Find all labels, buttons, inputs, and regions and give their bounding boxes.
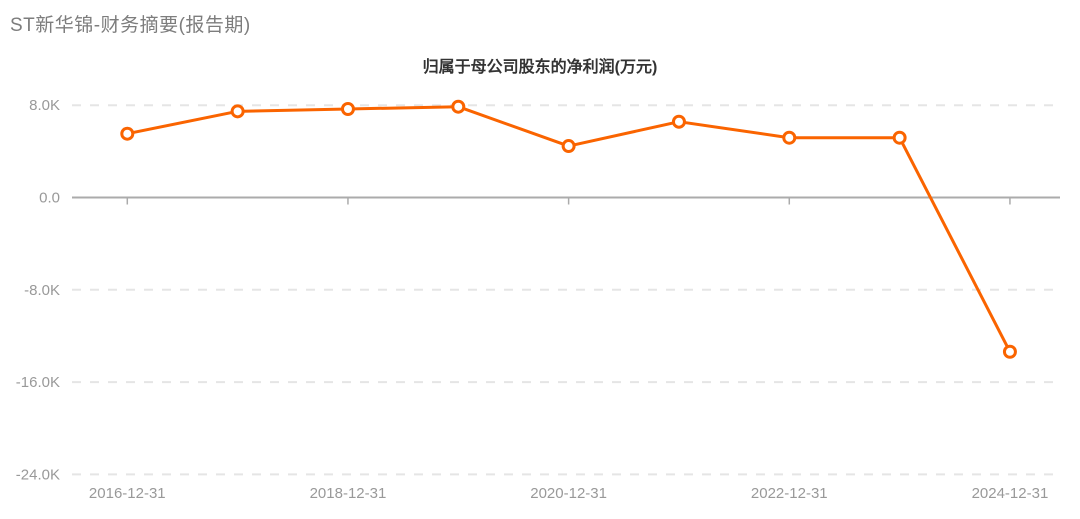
data-point-marker[interactable] [230,104,245,119]
data-point-marker[interactable] [892,130,907,145]
data-point-marker[interactable] [340,102,355,117]
y-axis-tick-label: -24.0K [16,466,60,483]
data-point-marker[interactable] [1002,344,1017,359]
y-axis-tick-label: -16.0K [16,374,60,391]
data-point-marker[interactable] [120,126,135,141]
data-point-marker[interactable] [782,130,797,145]
data-point-marker[interactable] [451,99,466,114]
chart-title: 归属于母公司股东的净利润(万元) [422,59,658,76]
x-axis-tick-label: 2016-12-31 [89,485,166,502]
page-title: ST新华锦-财务摘要(报告期) [10,15,251,36]
data-point-marker[interactable] [561,139,576,154]
x-axis-tick-label: 2024-12-31 [972,485,1049,502]
x-axis-tick-label: 2018-12-31 [310,485,387,502]
x-axis-tick-label: 2020-12-31 [530,485,607,502]
data-point-marker[interactable] [671,114,686,129]
y-axis-tick-label: -8.0K [24,282,60,299]
y-axis-tick-label: 8.0K [29,97,60,114]
y-axis-tick-label: 0.0 [39,190,60,207]
x-axis-tick-label: 2022-12-31 [751,485,828,502]
